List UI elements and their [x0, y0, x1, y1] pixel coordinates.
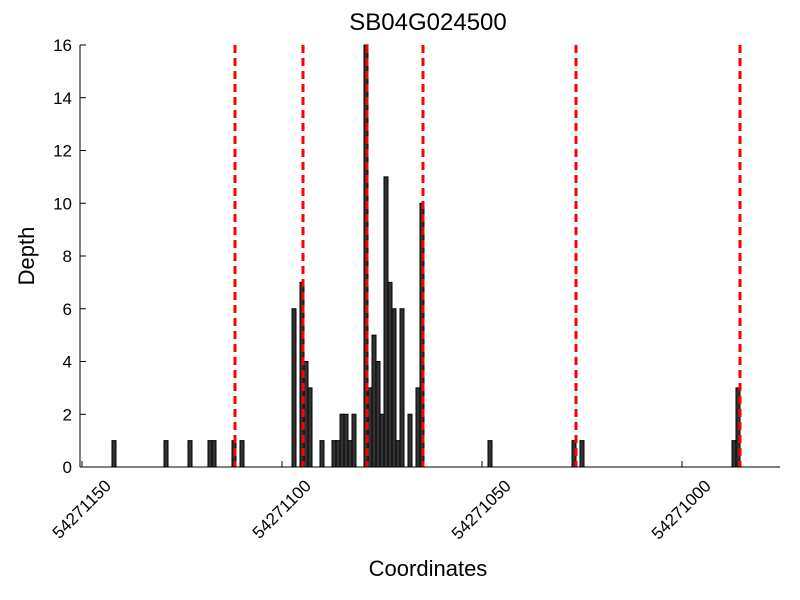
x-axis-label: Coordinates — [369, 556, 488, 581]
bar — [187, 440, 193, 468]
y-tick-label: 8 — [63, 247, 72, 266]
bar — [579, 440, 585, 468]
y-tick-label: 14 — [53, 89, 72, 108]
bar — [291, 308, 297, 468]
y-tick-label: 4 — [63, 353, 72, 372]
bar — [407, 413, 413, 468]
bar — [339, 413, 345, 468]
bar — [399, 308, 405, 468]
bar — [367, 387, 373, 468]
bar — [303, 361, 309, 468]
y-tick-label: 6 — [63, 300, 72, 319]
bar — [207, 440, 213, 468]
bar — [335, 440, 341, 468]
bar — [111, 440, 117, 468]
bar — [395, 440, 401, 468]
y-tick-label: 10 — [53, 194, 72, 213]
chart-title: SB04G024500 — [349, 9, 506, 36]
bar — [383, 176, 389, 468]
bar — [211, 440, 217, 468]
bar — [415, 387, 421, 468]
bar — [379, 413, 385, 468]
bar — [391, 308, 397, 468]
bar — [163, 440, 169, 468]
bar — [319, 440, 325, 468]
y-tick-label: 16 — [53, 36, 72, 55]
bar — [347, 440, 353, 468]
x-tick-label: 54271150 — [49, 476, 115, 542]
y-axis-label: Depth — [14, 227, 39, 286]
x-tick-label: 54271050 — [448, 476, 515, 543]
bar — [343, 413, 349, 468]
bar — [731, 440, 737, 468]
y-tick-label: 2 — [63, 405, 72, 424]
x-tick-label: 54271100 — [249, 476, 315, 542]
bar — [371, 334, 377, 468]
bar — [307, 387, 313, 468]
bar — [331, 440, 337, 468]
bar — [351, 413, 357, 468]
bar — [239, 440, 245, 468]
bar — [375, 361, 381, 468]
y-tick-label: 12 — [53, 142, 72, 161]
bar — [487, 440, 493, 468]
y-tick-label: 0 — [63, 458, 72, 477]
x-tick-label: 54271000 — [648, 476, 715, 543]
bar — [387, 281, 393, 468]
